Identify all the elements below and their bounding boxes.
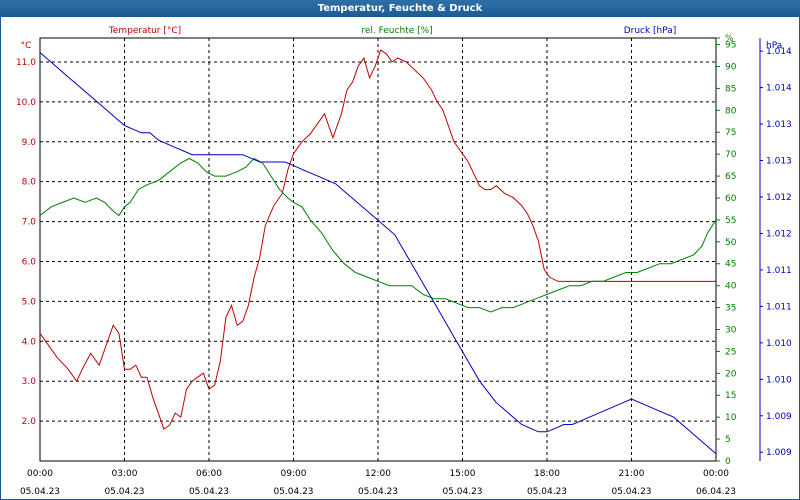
humidity-series-line (39, 157, 717, 313)
x-tick-date: 05.04.23 (273, 487, 313, 497)
temperature-tick-label: 2.0 (22, 417, 37, 427)
temperature-tick-label: 11.0 (16, 58, 36, 68)
humidity-tick-label: 5 (725, 435, 731, 445)
humidity-tick-label: 55 (725, 216, 736, 226)
humidity-tick-label: 45 (725, 260, 736, 270)
humidity-tick-label: 35 (725, 304, 736, 314)
humidity-tick-label: 80 (725, 106, 737, 116)
pressure-tick-label: 1.009 (766, 412, 792, 422)
temperature-tick-label: 7.0 (22, 218, 37, 228)
pressure-unit-label: hPa (766, 41, 782, 51)
x-tick-date: 05.04.23 (358, 487, 398, 497)
pressure-tick-label: 1.013 (766, 157, 792, 167)
pressure-tick-label: 1.014 (766, 84, 792, 94)
pressure-tick-label: 1.014 (766, 47, 792, 57)
x-tick-time: 21:00 (619, 469, 645, 479)
temperature-tick-label: 5.0 (22, 297, 37, 307)
temperature-unit-label: °C (21, 41, 32, 51)
x-tick-time: 18:00 (534, 469, 560, 479)
humidity-tick-label: 30 (725, 325, 737, 335)
humidity-tick-label: 60 (725, 194, 737, 204)
x-tick-time: 15:00 (450, 469, 476, 479)
x-tick-date: 05.04.23 (189, 487, 229, 497)
x-tick-date: 05.04.23 (611, 487, 651, 497)
legend-label: Druck [hPa] (624, 26, 677, 36)
x-tick-time: 03:00 (112, 469, 138, 479)
temperature-tick-label: 6.0 (22, 257, 37, 267)
pressure-tick-label: 1.011 (766, 266, 792, 276)
x-tick-time: 06:00 (196, 469, 222, 479)
temperature-series-line (39, 49, 716, 430)
grid (39, 37, 717, 462)
pressure-tick-label: 1.010 (766, 375, 792, 385)
humidity-tick-label: 10 (725, 413, 737, 423)
humidity-tick-label: 75 (725, 128, 736, 138)
pressure-tick-label: 1.013 (766, 120, 792, 130)
temperature-tick-label: 4.0 (22, 337, 37, 347)
pressure-tick-label: 1.012 (766, 193, 792, 203)
humidity-tick-label: 40 (725, 282, 737, 292)
humidity-tick-label: 20 (725, 369, 737, 379)
x-tick-time: 09:00 (281, 469, 307, 479)
temperature-tick-label: 8.0 (22, 178, 37, 188)
temperature-tick-label: 9.0 (22, 138, 37, 148)
x-tick-time: 00:00 (27, 469, 53, 479)
temperature-tick-label: 10.0 (16, 98, 36, 108)
x-tick-date: 06.04.23 (696, 487, 736, 497)
series-layer (39, 49, 717, 455)
window-title: Temperatur, Feuchte & Druck (0, 0, 800, 17)
humidity-tick-label: 15 (725, 391, 736, 401)
x-tick-time: 12:00 (365, 469, 391, 479)
pressure-tick-label: 1.012 (766, 229, 792, 239)
legend-label: Temperatur [°C] (108, 26, 181, 36)
humidity-tick-label: 50 (725, 238, 737, 248)
humidity-tick-label: 90 (725, 62, 737, 72)
pressure-tick-label: 1.009 (766, 448, 792, 458)
humidity-tick-label: 85 (725, 84, 736, 94)
x-tick-date: 05.04.23 (527, 487, 567, 497)
legend-label: rel. Feuchte [%] (361, 26, 432, 36)
humidity-tick-label: 0 (725, 457, 731, 467)
x-tick-date: 05.04.23 (20, 487, 60, 497)
axes-layer: 00:00 05.04.23 03:00 05.04.23 06:00 05.04.23 0… (16, 26, 792, 497)
x-tick-date: 05.04.23 (104, 487, 144, 497)
temperature-tick-label: 3.0 (22, 377, 37, 387)
pressure-series-line (39, 52, 717, 455)
humidity-tick-label: 65 (725, 172, 736, 182)
pressure-tick-label: 1.011 (766, 302, 792, 312)
humidity-tick-label: 95 (725, 41, 736, 51)
humidity-tick-label: 25 (725, 347, 736, 357)
x-tick-date: 05.04.23 (442, 487, 482, 497)
pressure-tick-label: 1.010 (766, 339, 792, 349)
x-tick-time: 00:00 (703, 469, 729, 479)
humidity-tick-label: % (725, 34, 734, 44)
humidity-tick-label: 70 (725, 150, 737, 160)
